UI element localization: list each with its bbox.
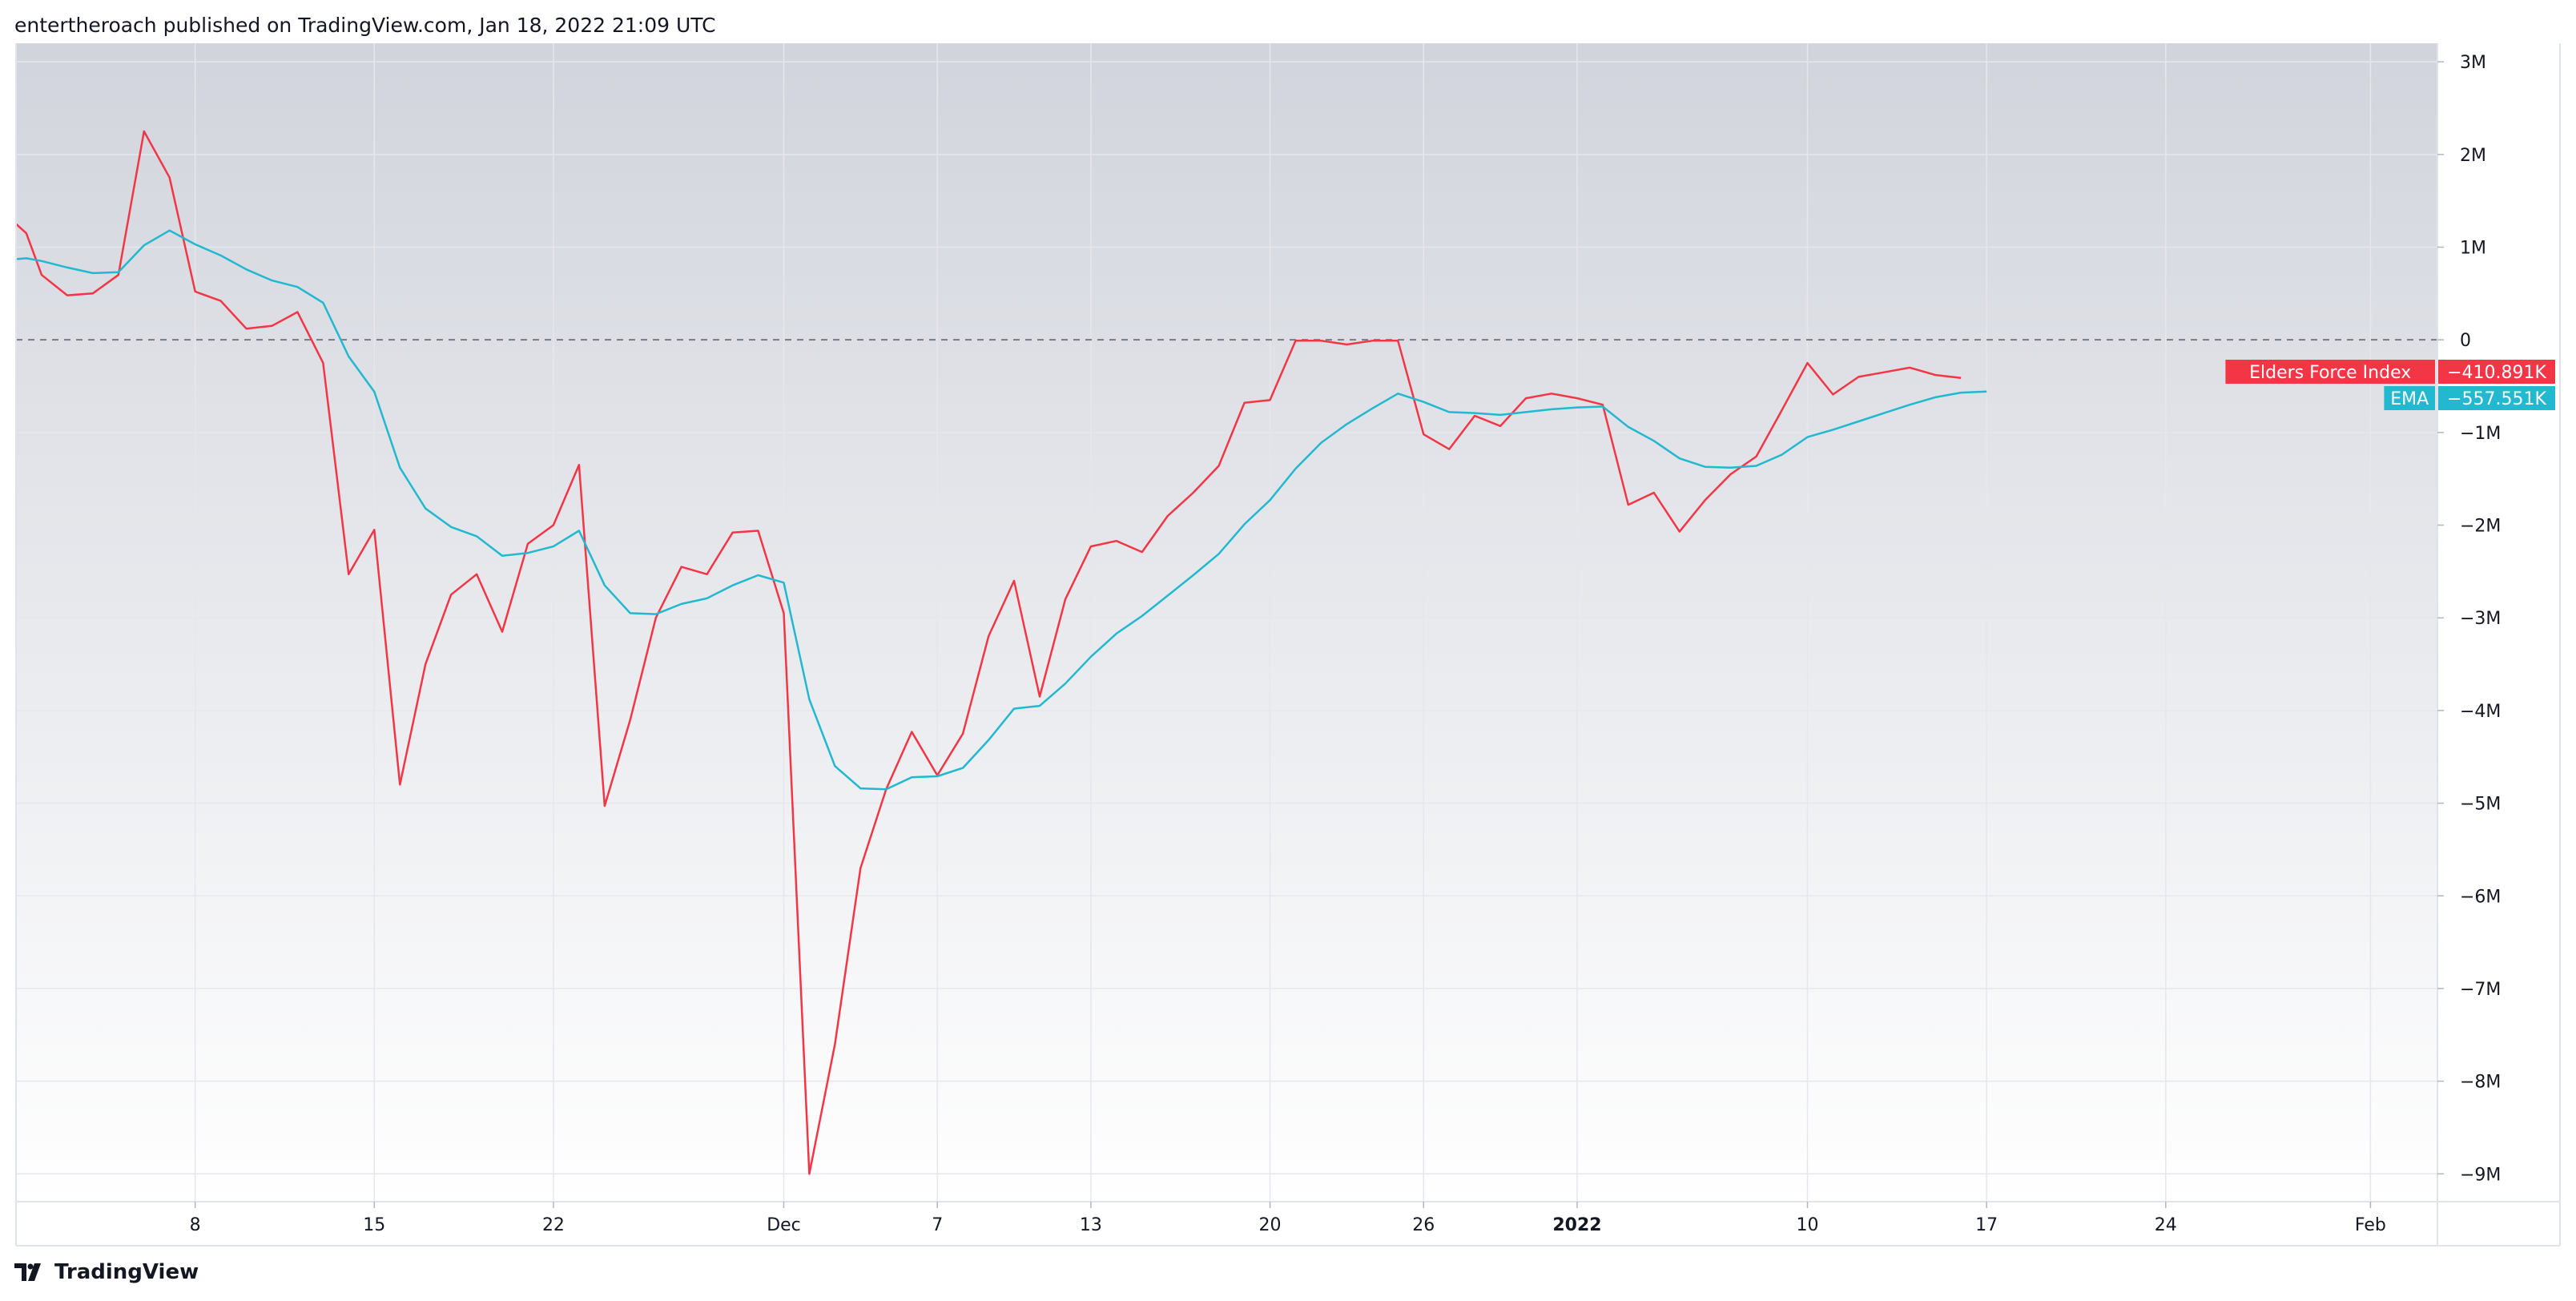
y-tick-label: −9M — [2460, 1165, 2501, 1185]
y-tick-label: 0 — [2460, 331, 2471, 351]
y-tick-label: −4M — [2460, 702, 2501, 722]
x-tick-label: 8 — [190, 1215, 201, 1235]
y-tick-label: −5M — [2460, 795, 2501, 815]
force-index-name-badge — [2225, 360, 2435, 384]
ema-name-badge — [2384, 386, 2435, 410]
tradingview-brand[interactable]: TradingView — [14, 1256, 199, 1288]
value-badges: Elders Force Index −410.891K EMA −557.551K — [2225, 360, 2555, 410]
ema-value-badge — [2438, 386, 2555, 410]
time-axis[interactable]: 8 15 22 Dec 7 13 20 26 2022 10 17 24 Feb — [190, 1202, 2386, 1235]
x-tick-label: 26 — [1412, 1215, 1435, 1235]
price-axis[interactable]: 3M 2M 1M 0 −1M −2M −3M −4M −5M −6M −7M −8M −9M — [2437, 53, 2501, 1185]
y-tick-label: 2M — [2460, 146, 2486, 166]
x-tick-label: 17 — [1975, 1215, 1998, 1235]
publish-info: entertheroach published on TradingView.c… — [14, 14, 716, 37]
x-tick-label: 22 — [542, 1215, 565, 1235]
series-layer — [15, 130, 1987, 1175]
x-tick-label: Dec — [767, 1215, 801, 1235]
y-tick-label: −3M — [2460, 609, 2501, 629]
x-tick-label: 10 — [1797, 1215, 1819, 1235]
tradingview-logo-icon — [14, 1263, 41, 1281]
x-tick-label: 13 — [1080, 1215, 1102, 1235]
x-tick-label: 7 — [932, 1215, 943, 1235]
ema-name-label: EMA — [2390, 389, 2429, 409]
y-tick-label: −6M — [2460, 887, 2501, 907]
x-tick-label: Feb — [2355, 1215, 2386, 1235]
x-tick-label: 24 — [2155, 1215, 2177, 1235]
y-tick-label: −8M — [2460, 1073, 2501, 1093]
force-index-line[interactable] — [15, 130, 1962, 1175]
x-tick-label: 15 — [363, 1215, 385, 1235]
plot-background — [16, 43, 2437, 1202]
y-tick-label: −7M — [2460, 980, 2501, 1000]
y-tick-label: −2M — [2460, 517, 2501, 537]
y-tick-label: 1M — [2460, 238, 2486, 258]
ema-value-label: −557.551K — [2447, 389, 2546, 409]
brand-text: TradingView — [54, 1260, 199, 1284]
force-index-name-label: Elders Force Index — [2249, 363, 2411, 383]
x-tick-label: 20 — [1259, 1215, 1282, 1235]
x-tick-label: 2022 — [1552, 1215, 1601, 1235]
y-tick-label: −1M — [2460, 424, 2501, 444]
ema-line[interactable] — [15, 229, 1987, 791]
y-tick-label: 3M — [2460, 53, 2486, 73]
force-index-value-label: −410.891K — [2447, 363, 2546, 383]
force-index-value-badge — [2438, 360, 2555, 384]
grid — [16, 43, 2437, 1202]
